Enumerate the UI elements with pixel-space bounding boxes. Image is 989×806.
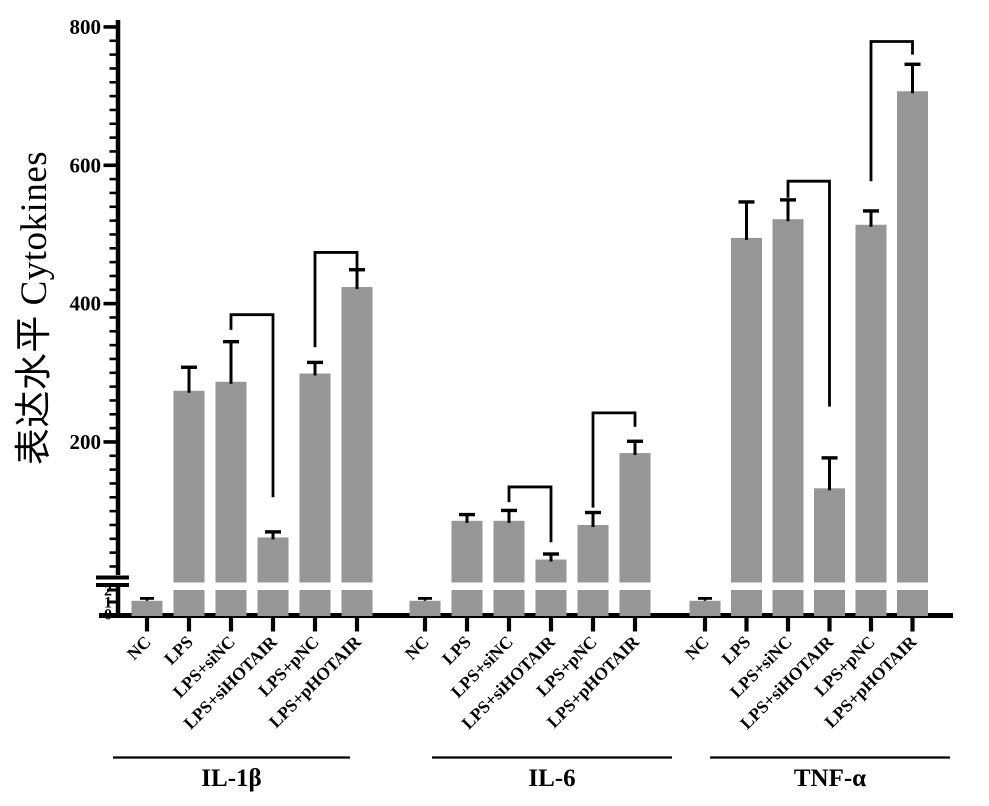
significance-bracket [313,251,359,348]
bar-lower-segment [897,590,928,616]
x-tick-label: NC [123,632,155,664]
y-tick-label: 800 [70,15,102,39]
bar [299,373,331,583]
bar [855,224,887,583]
bar-lower-segment [619,590,651,616]
significance-bracket [229,313,275,498]
x-tick-label: LPS [438,632,475,669]
bar-lower-segment [341,590,373,616]
bar-lower-segment [173,590,205,616]
significance-bracket [591,411,637,508]
y-axis-title: 表达水平 Cytokines [14,150,55,466]
bar [215,381,247,583]
bar [814,488,845,583]
bar [619,453,651,583]
bar [131,600,163,616]
bar-lower-segment [451,590,483,616]
bar-lower-segment [772,590,804,616]
bar-lower-segment [215,590,247,616]
x-tick-label: LPS [717,632,754,669]
bar [731,237,762,583]
x-tick-label: LPS [160,632,197,669]
group-label: IL-1β [201,765,261,792]
bar-lower-segment [257,590,289,616]
y-tick-label: 200 [70,430,102,454]
y-tick-label-low: 1 [104,595,112,612]
group-label: TNF-α [794,765,866,792]
bar-lower-segment [577,590,609,616]
group-label: IL-6 [528,765,575,792]
significance-bracket [786,179,831,407]
x-tick-label: NC [401,632,433,664]
bar-lower-segment [535,590,567,616]
bar-lower-segment [299,590,331,616]
bar [257,537,289,583]
y-tick-label: 400 [70,292,102,316]
bar [577,524,609,583]
bar-lower-segment [493,590,525,616]
bar [689,600,721,616]
bar [341,287,373,583]
bar [772,219,804,583]
bar [493,520,525,583]
bar [451,520,483,583]
y-tick-label-low: 2 [104,583,112,600]
bar-lower-segment [731,590,762,616]
significance-bracket [507,485,553,543]
significance-bracket [869,40,914,182]
bar-lower-segment [855,590,887,616]
bar [173,390,205,583]
bar [897,91,928,583]
bar [409,600,441,616]
bar [535,559,567,583]
x-tick-label: NC [681,632,713,664]
y-tick-label: 600 [70,153,102,177]
bar-lower-segment [814,590,845,616]
